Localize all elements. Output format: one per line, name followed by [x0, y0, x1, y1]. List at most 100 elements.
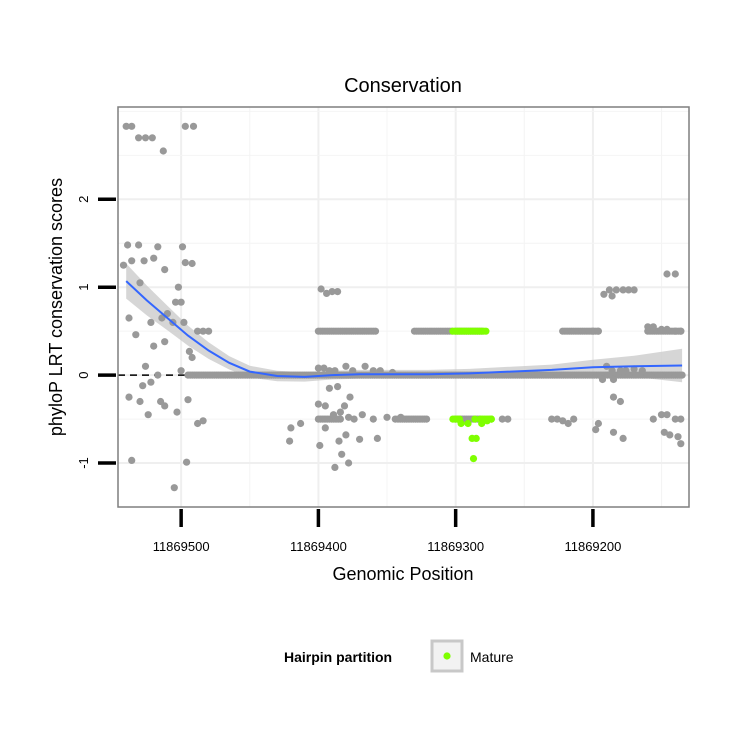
other-point: [154, 371, 162, 379]
other-point: [314, 364, 322, 372]
legend-key-box: [430, 639, 464, 673]
other-point: [559, 417, 567, 425]
legend: Hairpin partition Mature: [284, 639, 514, 673]
other-point: [147, 378, 155, 386]
other-point: [161, 402, 169, 410]
x-tick-label: 11869200: [564, 539, 621, 554]
chart-title: Conservation: [344, 75, 462, 97]
other-point: [345, 413, 353, 421]
mature-point: [487, 415, 495, 423]
x-axis-title: Genomic Position: [332, 564, 473, 584]
other-point: [328, 288, 336, 296]
other-point: [141, 362, 150, 370]
other-point: [125, 314, 133, 322]
other-point: [136, 397, 144, 406]
smooth-line-layer: [125, 280, 683, 378]
other-point: [132, 331, 140, 339]
other-point: [570, 415, 578, 423]
other-point: [170, 484, 178, 492]
y-tick-label: 0: [76, 371, 91, 378]
mature-point: [482, 327, 490, 335]
other-point: [128, 122, 136, 130]
other-point: [612, 286, 620, 294]
other-point: [338, 450, 346, 458]
other-point: [622, 367, 630, 375]
other-point: [150, 254, 158, 262]
other-point: [609, 428, 618, 436]
other-point: [671, 327, 679, 335]
legend-label-mature: Mature: [470, 649, 514, 665]
other-point: [336, 415, 344, 423]
other-point: [616, 397, 625, 406]
other-point: [297, 419, 305, 428]
other-point: [161, 338, 169, 346]
other-point: [504, 415, 512, 423]
other-point: [592, 426, 600, 434]
other-point: [199, 417, 207, 425]
other-point: [666, 431, 674, 439]
other-point: [189, 122, 198, 130]
other-point: [154, 243, 162, 251]
other-point: [356, 435, 364, 443]
other-point: [178, 243, 187, 251]
other-point: [598, 375, 607, 384]
other-point: [177, 367, 185, 375]
other-point: [663, 270, 671, 278]
other-point: [124, 241, 132, 249]
other-point: [331, 463, 339, 471]
other-point: [183, 458, 191, 466]
other-point: [147, 318, 155, 326]
other-point: [498, 415, 506, 423]
other-point: [331, 367, 339, 375]
mature-point: [457, 419, 465, 428]
other-point: [188, 353, 196, 362]
y-tick-label: 2: [76, 196, 91, 203]
other-point: [119, 261, 128, 269]
other-point: [383, 413, 391, 421]
mature-point: [478, 419, 486, 428]
other-point: [553, 415, 561, 423]
other-point: [605, 286, 614, 294]
other-point: [340, 402, 349, 410]
other-point: [286, 437, 294, 445]
other-point: [342, 431, 350, 439]
other-point: [657, 411, 666, 419]
other-point: [205, 327, 213, 335]
other-point: [369, 367, 377, 375]
other-point: [321, 402, 329, 410]
other-point: [671, 270, 679, 278]
loess-smooth-line: [125, 280, 683, 378]
other-point: [594, 419, 603, 428]
other-point: [321, 424, 329, 432]
other-point: [361, 362, 369, 370]
y-axis-title: phyloP LRT conservation scores: [46, 178, 66, 436]
other-point: [608, 292, 616, 300]
other-point: [158, 314, 166, 322]
other-point: [660, 428, 668, 436]
grid: [118, 107, 689, 508]
other-point: [345, 459, 353, 467]
mature-point: [464, 419, 472, 428]
other-point: [173, 408, 181, 416]
x-tick-label: 11869400: [290, 539, 347, 554]
other-point: [181, 122, 189, 130]
other-point: [638, 367, 646, 375]
other-point: [125, 393, 133, 401]
other-point: [594, 327, 603, 335]
other-point: [135, 241, 143, 249]
other-point: [325, 367, 333, 375]
other-point: [128, 456, 136, 464]
other-point: [619, 434, 627, 442]
x-axis: 11869500 11869400 11869300 11869200: [153, 509, 621, 554]
other-point: [589, 327, 597, 335]
other-point: [150, 342, 158, 350]
other-point: [358, 411, 366, 419]
other-point: [199, 327, 207, 335]
other-point: [172, 298, 180, 306]
other-point: [625, 286, 633, 294]
plot-panel-background: [118, 107, 689, 507]
x-tick-label: 11869500: [153, 539, 210, 554]
other-point: [287, 424, 295, 432]
other-point: [194, 327, 202, 335]
other-point: [677, 440, 685, 448]
